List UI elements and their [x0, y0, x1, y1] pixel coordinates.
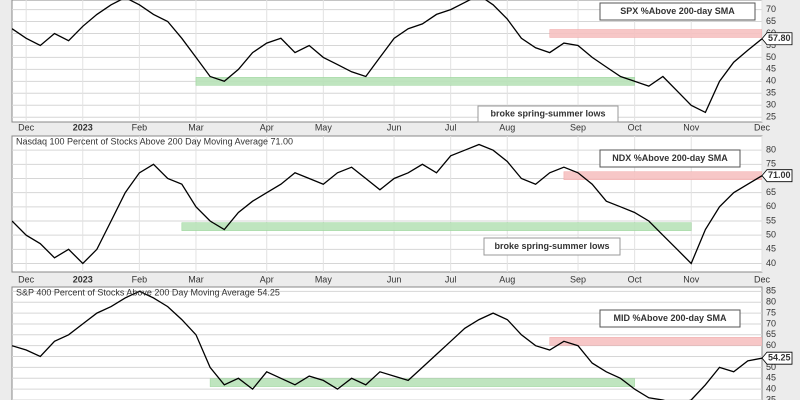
x-tick-label: Jun — [387, 122, 402, 132]
y-tick-label: 45 — [766, 244, 776, 254]
y-tick-label: 40 — [766, 384, 776, 394]
level-band — [549, 337, 762, 346]
y-tick-label: 55 — [766, 215, 776, 225]
x-tick-label: Oct — [628, 122, 643, 132]
annotation-box — [599, 2, 756, 21]
x-tick-label: May — [315, 122, 333, 132]
note-box — [483, 237, 621, 256]
y-tick-label: 50 — [766, 230, 776, 240]
y-tick-label: 45 — [766, 373, 776, 383]
x-tick-label: Aug — [499, 122, 515, 132]
note: broke spring-summer lows — [494, 241, 609, 251]
x-tick-label: Jun — [387, 274, 402, 284]
y-tick-label: 25 — [766, 112, 776, 122]
x-tick-label: Mar — [188, 122, 204, 132]
x-tick-label: Sep — [570, 274, 586, 284]
x-tick-label: Apr — [260, 122, 274, 132]
y-tick-label: 60 — [766, 201, 776, 211]
level-band — [563, 171, 762, 180]
x-tick-label: Nov — [683, 122, 700, 132]
y-tick-label: 50 — [766, 362, 776, 372]
annotation: NDX %Above 200-day SMA — [612, 153, 728, 163]
x-tick-label: Feb — [132, 122, 148, 132]
last-value-tag — [761, 32, 793, 46]
x-tick-label: Dec — [754, 274, 771, 284]
x-tick-label: Dec — [18, 122, 35, 132]
last-value-tag — [761, 169, 793, 183]
x-tick-label: Dec — [18, 274, 35, 284]
level-band — [181, 222, 692, 231]
note: broke spring-summer lows — [490, 108, 605, 118]
x-tick-label: 2023 — [73, 122, 93, 132]
y-tick-label: 35 — [766, 88, 776, 98]
x-tick-label: Jul — [445, 122, 457, 132]
line-series — [12, 290, 762, 400]
y-tick-label: 75 — [766, 307, 776, 317]
y-tick-label: 40 — [766, 258, 776, 268]
line-series — [12, 143, 762, 265]
x-tick-label: 2023 — [73, 274, 93, 284]
x-tick-label: Oct — [628, 274, 643, 284]
x-tick-label: May — [315, 274, 333, 284]
y-tick-label: 45 — [766, 64, 776, 74]
y-tick-label: 30 — [766, 100, 776, 110]
y-tick-label: 65 — [766, 187, 776, 197]
x-tick-label: Dec — [754, 122, 771, 132]
x-tick-label: Feb — [132, 274, 148, 284]
level-band — [549, 29, 762, 38]
last-value-tag — [761, 351, 793, 365]
y-tick-label: 60 — [766, 340, 776, 350]
level-band — [195, 77, 635, 86]
annotation-box — [599, 149, 741, 168]
y-tick-label: 70 — [766, 318, 776, 328]
annotation-box — [599, 309, 741, 328]
x-tick-label: Jul — [445, 274, 457, 284]
y-tick-label: 35 — [766, 394, 776, 400]
y-tick-label: 80 — [766, 297, 776, 307]
x-tick-label: Nov — [683, 274, 700, 284]
x-tick-label: Apr — [260, 274, 274, 284]
legend-text: S&P 400 Percent of Stocks Above 200 Day … — [16, 287, 280, 297]
y-tick-label: 50 — [766, 52, 776, 62]
x-tick-label: Aug — [499, 274, 515, 284]
legend-text: Nasdaq 100 Percent of Stocks Above 200 D… — [16, 136, 293, 146]
y-tick-label: 40 — [766, 76, 776, 86]
y-tick-label: 75 — [766, 159, 776, 169]
y-tick-label: 65 — [766, 329, 776, 339]
last-value-label: 54.25 — [768, 353, 791, 363]
line-series — [12, 0, 762, 114]
annotation: SPX %Above 200-day SMA — [620, 6, 735, 16]
y-tick-label: 85 — [766, 286, 776, 296]
level-band — [209, 378, 635, 387]
y-tick-label: 80 — [766, 145, 776, 155]
last-value-label: 71.00 — [768, 170, 791, 180]
x-tick-label: Sep — [570, 122, 586, 132]
note-box — [477, 105, 619, 123]
y-tick-label: 70 — [766, 4, 776, 14]
annotation: MID %Above 200-day SMA — [613, 313, 727, 323]
x-tick-label: Mar — [188, 274, 204, 284]
last-value-label: 57.80 — [768, 33, 791, 43]
y-tick-label: 65 — [766, 16, 776, 26]
